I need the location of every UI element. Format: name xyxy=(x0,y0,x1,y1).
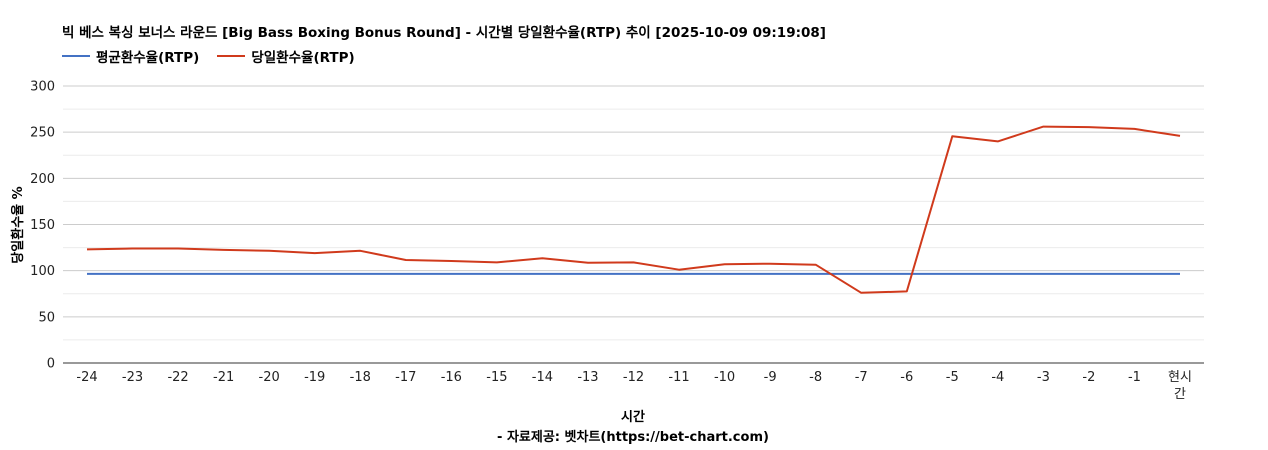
legend-label-average: 평균환수율(RTP) xyxy=(96,50,200,66)
series-lines xyxy=(86,125,1181,294)
x-axis-ticks: -24 -23 -22 -21 -20 -19 -18 -17 -16 -15 -14 -13 -12 -… xyxy=(76,370,1192,402)
x-tick-label: -7 xyxy=(855,370,868,385)
x-tick-label: -13 xyxy=(577,370,598,385)
x-tick-label: -1 xyxy=(1128,370,1141,385)
y-tick-label: 100 xyxy=(30,264,55,279)
x-tick-label: -5 xyxy=(946,370,959,385)
y-tick-label: 150 xyxy=(30,218,55,233)
chart-legend: 평균환수율(RTP) 당일환수율(RTP) xyxy=(62,46,373,66)
x-tick-label: -20 xyxy=(259,370,280,385)
series-line-daily-rtp xyxy=(86,125,1181,294)
source-note: - 자료제공: 벳차트(https://bet-chart.com) xyxy=(497,429,769,445)
y-tick-label: 200 xyxy=(30,172,55,187)
y-axis-ticks: 0 50 100 150 200 250 300 xyxy=(30,80,55,372)
grid-lines xyxy=(63,85,1204,364)
x-tick-label: -24 xyxy=(76,370,97,385)
x-tick-label: -11 xyxy=(668,370,689,385)
x-tick-label: -22 xyxy=(167,370,188,385)
y-tick-label: 300 xyxy=(30,80,55,95)
legend-label-daily: 당일환수율(RTP) xyxy=(251,50,355,66)
x-tick-label: -4 xyxy=(991,370,1004,385)
legend-swatch-daily xyxy=(217,55,246,57)
x-tick-label: -23 xyxy=(122,370,143,385)
x-tick-label: 현시 간 xyxy=(1168,370,1192,402)
chart-title: 빅 베스 복싱 보너스 라운드 [Big Bass Boxing Bonus R… xyxy=(62,25,826,41)
x-tick-label: -17 xyxy=(395,370,416,385)
x-tick-label: -15 xyxy=(486,370,507,385)
x-tick-label: -14 xyxy=(532,370,553,385)
x-tick-label: -19 xyxy=(304,370,325,385)
y-tick-label: 50 xyxy=(38,310,55,325)
x-axis-label: 시간 xyxy=(621,409,645,425)
y-tick-label: 0 xyxy=(47,357,55,372)
legend-item-average[interactable]: 평균환수율(RTP) xyxy=(62,46,199,66)
x-tick-label: -21 xyxy=(213,370,234,385)
legend-swatch-average xyxy=(62,55,90,57)
x-tick-label: -3 xyxy=(1037,370,1050,385)
x-tick-label: -2 xyxy=(1082,370,1095,385)
x-tick-label: -12 xyxy=(623,370,644,385)
y-tick-label: 250 xyxy=(30,126,55,141)
y-axis-label: 당일환수율 % xyxy=(10,186,26,263)
x-tick-label: -8 xyxy=(809,370,822,385)
x-tick-label: -16 xyxy=(441,370,462,385)
x-tick-label: -18 xyxy=(350,370,371,385)
legend-item-daily[interactable]: 당일환수율(RTP) xyxy=(217,46,355,66)
x-tick-label: -6 xyxy=(900,370,913,385)
x-tick-label: -10 xyxy=(714,370,735,385)
x-tick-label: -9 xyxy=(764,370,777,385)
